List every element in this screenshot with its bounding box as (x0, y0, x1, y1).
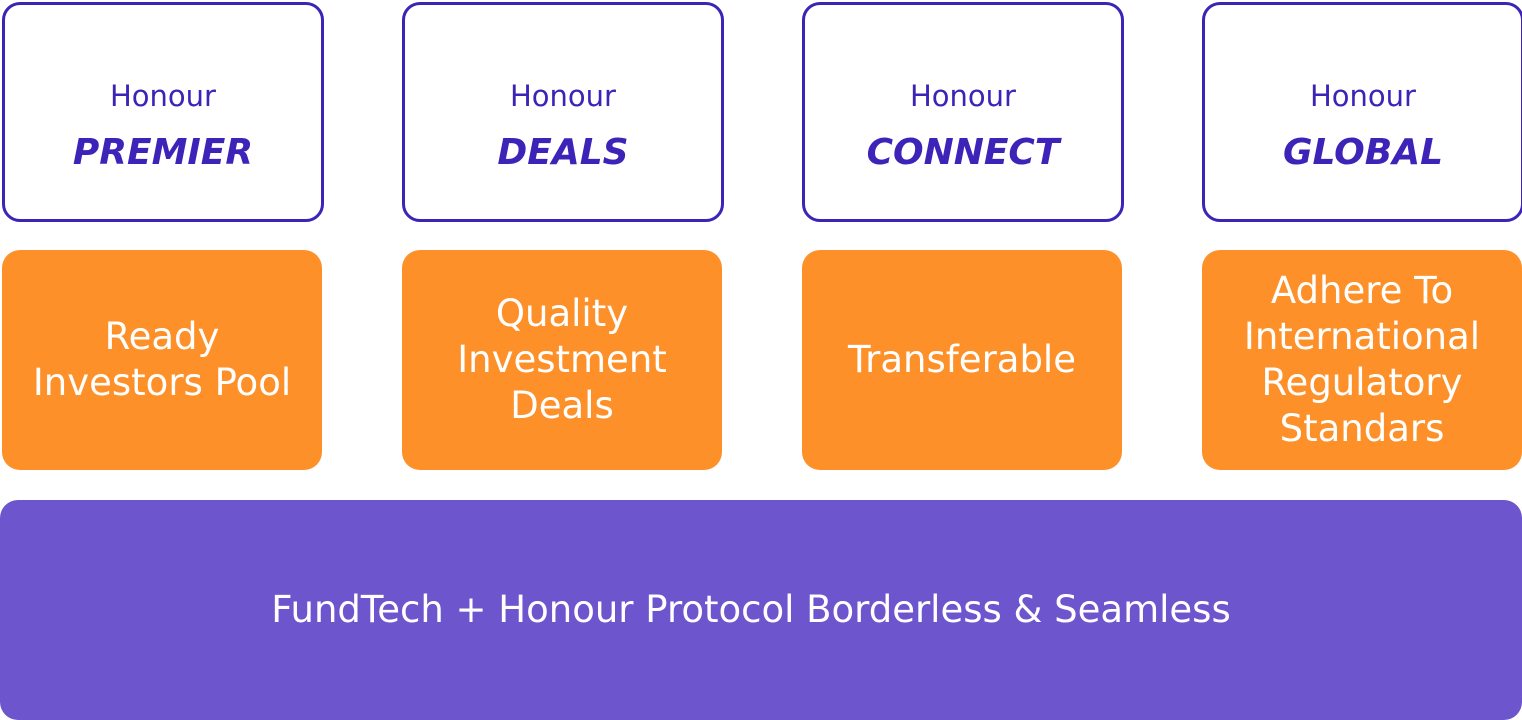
product-card-deals: Honour DEALS (402, 2, 724, 222)
feature-card-connect: Transferable (802, 250, 1122, 470)
feature-card-premier: Ready Investors Pool (2, 250, 322, 470)
product-card-global: Honour GLOBAL (1202, 2, 1522, 222)
feature-label: Adhere To International Regulatory Stand… (1243, 269, 1481, 450)
foundation-bar: FundTech + Honour Protocol Borderless & … (0, 500, 1522, 720)
product-prefix: Honour (1310, 79, 1416, 113)
feature-label: Transferable (848, 338, 1076, 381)
product-prefix: Honour (110, 79, 216, 113)
product-card-connect: Honour CONNECT (802, 2, 1124, 222)
foundation-label: FundTech + Honour Protocol Borderless & … (271, 588, 1231, 631)
product-name: GLOBAL (1282, 132, 1444, 173)
product-prefix: Honour (510, 79, 616, 113)
product-name: PREMIER (72, 132, 254, 173)
feature-label: Ready Investors Pool (32, 315, 292, 404)
feature-card-global: Adhere To International Regulatory Stand… (1202, 250, 1522, 470)
product-name: CONNECT (866, 132, 1060, 173)
product-card-premier: Honour PREMIER (2, 2, 324, 222)
product-name: DEALS (497, 132, 629, 173)
feature-label: Quality Investment Deals (457, 292, 667, 427)
feature-card-deals: Quality Investment Deals (402, 250, 722, 470)
product-prefix: Honour (910, 79, 1016, 113)
